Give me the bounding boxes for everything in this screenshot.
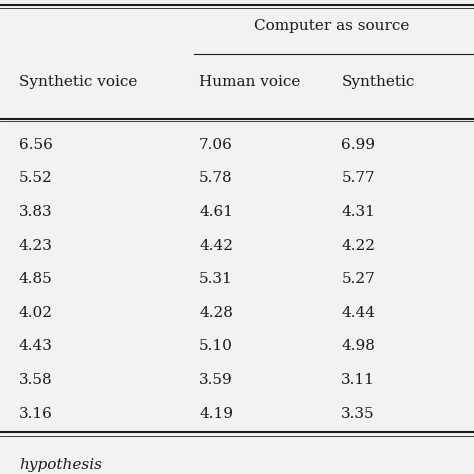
Text: 6.99: 6.99: [341, 138, 375, 152]
Text: 4.19: 4.19: [199, 407, 233, 421]
Text: hypothesis: hypothesis: [19, 458, 102, 472]
Text: 3.59: 3.59: [199, 373, 233, 387]
Text: 3.35: 3.35: [341, 407, 375, 421]
Text: 4.23: 4.23: [19, 238, 53, 253]
Text: 3.83: 3.83: [19, 205, 53, 219]
Text: Human voice: Human voice: [199, 75, 301, 89]
Text: 3.16: 3.16: [19, 407, 53, 421]
Text: 4.85: 4.85: [19, 272, 53, 286]
Text: Computer as source: Computer as source: [254, 18, 410, 33]
Text: Synthetic: Synthetic: [341, 75, 415, 89]
Text: 4.22: 4.22: [341, 238, 375, 253]
Text: 3.11: 3.11: [341, 373, 375, 387]
Text: 4.28: 4.28: [199, 306, 233, 320]
Text: Synthetic voice: Synthetic voice: [19, 75, 137, 89]
Text: 7.06: 7.06: [199, 138, 233, 152]
Text: 5.27: 5.27: [341, 272, 375, 286]
Text: 4.44: 4.44: [341, 306, 375, 320]
Text: 5.78: 5.78: [199, 172, 233, 185]
Text: 3.58: 3.58: [19, 373, 53, 387]
Text: 5.10: 5.10: [199, 339, 233, 354]
Text: 6.56: 6.56: [19, 138, 53, 152]
Text: 5.52: 5.52: [19, 172, 53, 185]
Text: 4.98: 4.98: [341, 339, 375, 354]
Text: 4.42: 4.42: [199, 238, 233, 253]
Text: 4.31: 4.31: [341, 205, 375, 219]
Text: 4.02: 4.02: [19, 306, 53, 320]
Text: 5.31: 5.31: [199, 272, 233, 286]
Text: 4.61: 4.61: [199, 205, 233, 219]
Text: 4.43: 4.43: [19, 339, 53, 354]
Text: 5.77: 5.77: [341, 172, 375, 185]
